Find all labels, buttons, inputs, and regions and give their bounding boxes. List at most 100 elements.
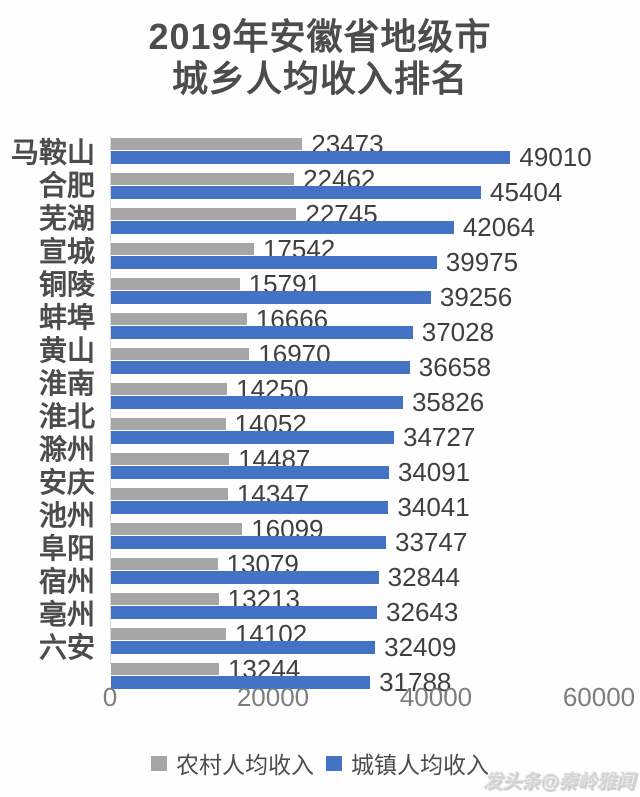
rural-bar-line: 14487 bbox=[111, 446, 600, 472]
urban-bar-line: 39256 bbox=[111, 282, 600, 312]
urban-bar bbox=[111, 536, 387, 549]
chart-title: 2019年安徽省地级市 城乡人均收入排名 bbox=[0, 16, 640, 100]
urban-bar bbox=[111, 466, 389, 479]
urban-value-label: 36658 bbox=[418, 352, 492, 382]
urban-value-label: 34091 bbox=[397, 457, 471, 487]
x-axis-tick-label: 60000 bbox=[562, 682, 636, 712]
bar-row: 16666 37028 bbox=[111, 303, 600, 346]
urban-bar bbox=[111, 256, 437, 269]
urban-bar-line: 45404 bbox=[111, 177, 600, 207]
rural-bar bbox=[111, 348, 250, 360]
urban-bar-line: 37028 bbox=[111, 319, 600, 345]
rural-bar bbox=[111, 173, 295, 185]
urban-bar bbox=[111, 571, 379, 584]
urban-bar-line: 42064 bbox=[111, 212, 600, 242]
category-label: 六安 bbox=[38, 632, 95, 663]
rural-legend-swatch bbox=[151, 755, 167, 771]
bar-row: 13213 32643 bbox=[111, 583, 600, 626]
category-label: 蚌埠 bbox=[38, 302, 95, 333]
urban-bar-line: 34091 bbox=[111, 457, 600, 487]
urban-value-label: 35826 bbox=[411, 387, 485, 417]
urban-bar bbox=[111, 151, 511, 164]
legend-label: 农村人均收入 bbox=[176, 752, 314, 778]
rural-bar-line: 13244 bbox=[111, 653, 600, 684]
bar-chart: 马鞍山 合肥 芜湖 宣城 铜陵 蚌埠 黄山 淮南 淮北 滁州 安庆 池州 阜阳 宿州 亳州 六安 23473 4… bbox=[0, 128, 640, 696]
category-label: 宿州 bbox=[38, 566, 95, 597]
bar-row: 14052 34727 bbox=[111, 408, 600, 452]
bar-row: 14102 32409 bbox=[111, 621, 600, 661]
rural-bar-line: 15791 bbox=[111, 271, 600, 297]
rural-value-label: 13244 bbox=[227, 653, 301, 684]
urban-value-label: 34041 bbox=[397, 492, 470, 522]
category-label: 马鞍山 bbox=[10, 137, 95, 168]
urban-bar-line: 32844 bbox=[111, 564, 600, 590]
rural-bar-line: 13079 bbox=[111, 548, 600, 579]
urban-value-label: 39256 bbox=[439, 282, 513, 312]
urban-bar-line: 34041 bbox=[111, 492, 600, 522]
urban-value-label: 49010 bbox=[519, 142, 592, 172]
category-label-column: 马鞍山 合肥 芜湖 宣城 铜陵 蚌埠 黄山 淮南 淮北 滁州 安庆 池州 阜阳 宿州 亳州 六安 bbox=[0, 136, 103, 664]
rural-value-label: 14052 bbox=[234, 408, 307, 439]
urban-legend-swatch bbox=[326, 755, 342, 771]
rural-bar bbox=[111, 138, 303, 150]
category-label: 黄山 bbox=[38, 335, 95, 366]
rural-bar bbox=[111, 558, 218, 570]
x-axis-tick-label: 0 bbox=[102, 682, 118, 712]
rural-bar bbox=[111, 628, 226, 640]
category-label: 滁州 bbox=[38, 434, 95, 465]
urban-value-label: 39975 bbox=[445, 247, 519, 277]
rural-bar-line: 13213 bbox=[111, 583, 600, 614]
rural-value-label: 22745 bbox=[305, 198, 378, 229]
rural-bar-line: 14347 bbox=[111, 478, 600, 509]
legend-item: 农村人均收入 bbox=[151, 746, 314, 780]
legend-label: 城镇人均收入 bbox=[351, 752, 489, 778]
rural-bar bbox=[111, 593, 219, 605]
rural-value-label: 23473 bbox=[311, 128, 384, 159]
rural-bar-line: 14052 bbox=[111, 408, 600, 439]
urban-bar bbox=[111, 396, 403, 409]
rural-bar-line: 14102 bbox=[111, 621, 600, 647]
rural-bar bbox=[111, 453, 230, 465]
rural-bar bbox=[111, 663, 219, 675]
rural-value-label: 14347 bbox=[236, 478, 310, 509]
category-label: 铜陵 bbox=[38, 269, 95, 300]
rural-bar bbox=[111, 523, 243, 535]
bar-row: 13079 32844 bbox=[111, 548, 600, 591]
bar-row: 14347 34041 bbox=[111, 478, 600, 522]
urban-bar bbox=[111, 186, 482, 199]
urban-bar-line: 49010 bbox=[111, 142, 600, 172]
rural-value-label: 16970 bbox=[258, 338, 331, 369]
rural-value-label: 16099 bbox=[251, 513, 324, 544]
category-label: 淮北 bbox=[38, 401, 95, 432]
bar-row: 14250 35826 bbox=[111, 376, 600, 417]
rural-bar bbox=[111, 313, 247, 325]
bar-row: 17542 39975 bbox=[111, 236, 600, 277]
urban-bar bbox=[111, 221, 454, 234]
category-label: 阜阳 bbox=[38, 533, 95, 564]
bar-row: 22745 42064 bbox=[111, 198, 600, 242]
category-label: 安庆 bbox=[38, 467, 95, 498]
rural-value-label: 13213 bbox=[227, 583, 300, 614]
urban-bar-line: 39975 bbox=[111, 247, 600, 277]
urban-bar bbox=[111, 291, 431, 304]
rural-bar bbox=[111, 488, 228, 500]
urban-bar bbox=[111, 326, 413, 339]
urban-bar bbox=[111, 641, 376, 654]
rural-value-label: 13079 bbox=[226, 548, 299, 579]
x-axis-tick-label: 40000 bbox=[399, 682, 473, 712]
bar-row: 14487 34091 bbox=[111, 446, 600, 487]
urban-value-label: 45404 bbox=[490, 177, 563, 207]
rural-bar-line: 16970 bbox=[111, 338, 600, 369]
watermark: 发头条@秦岭雅闻 bbox=[483, 772, 635, 793]
rural-bar-line: 14250 bbox=[111, 376, 600, 402]
rural-bar-line: 16099 bbox=[111, 513, 600, 544]
category-label: 合肥 bbox=[38, 170, 95, 201]
x-axis-tick-label: 20000 bbox=[236, 682, 310, 712]
rural-bar bbox=[111, 278, 240, 290]
rural-value-label: 16666 bbox=[255, 303, 329, 334]
urban-bar-line: 36658 bbox=[111, 352, 600, 382]
rural-bar-line: 17542 bbox=[111, 236, 600, 262]
urban-value-label: 42064 bbox=[462, 212, 536, 242]
urban-value-label: 34727 bbox=[403, 422, 476, 452]
